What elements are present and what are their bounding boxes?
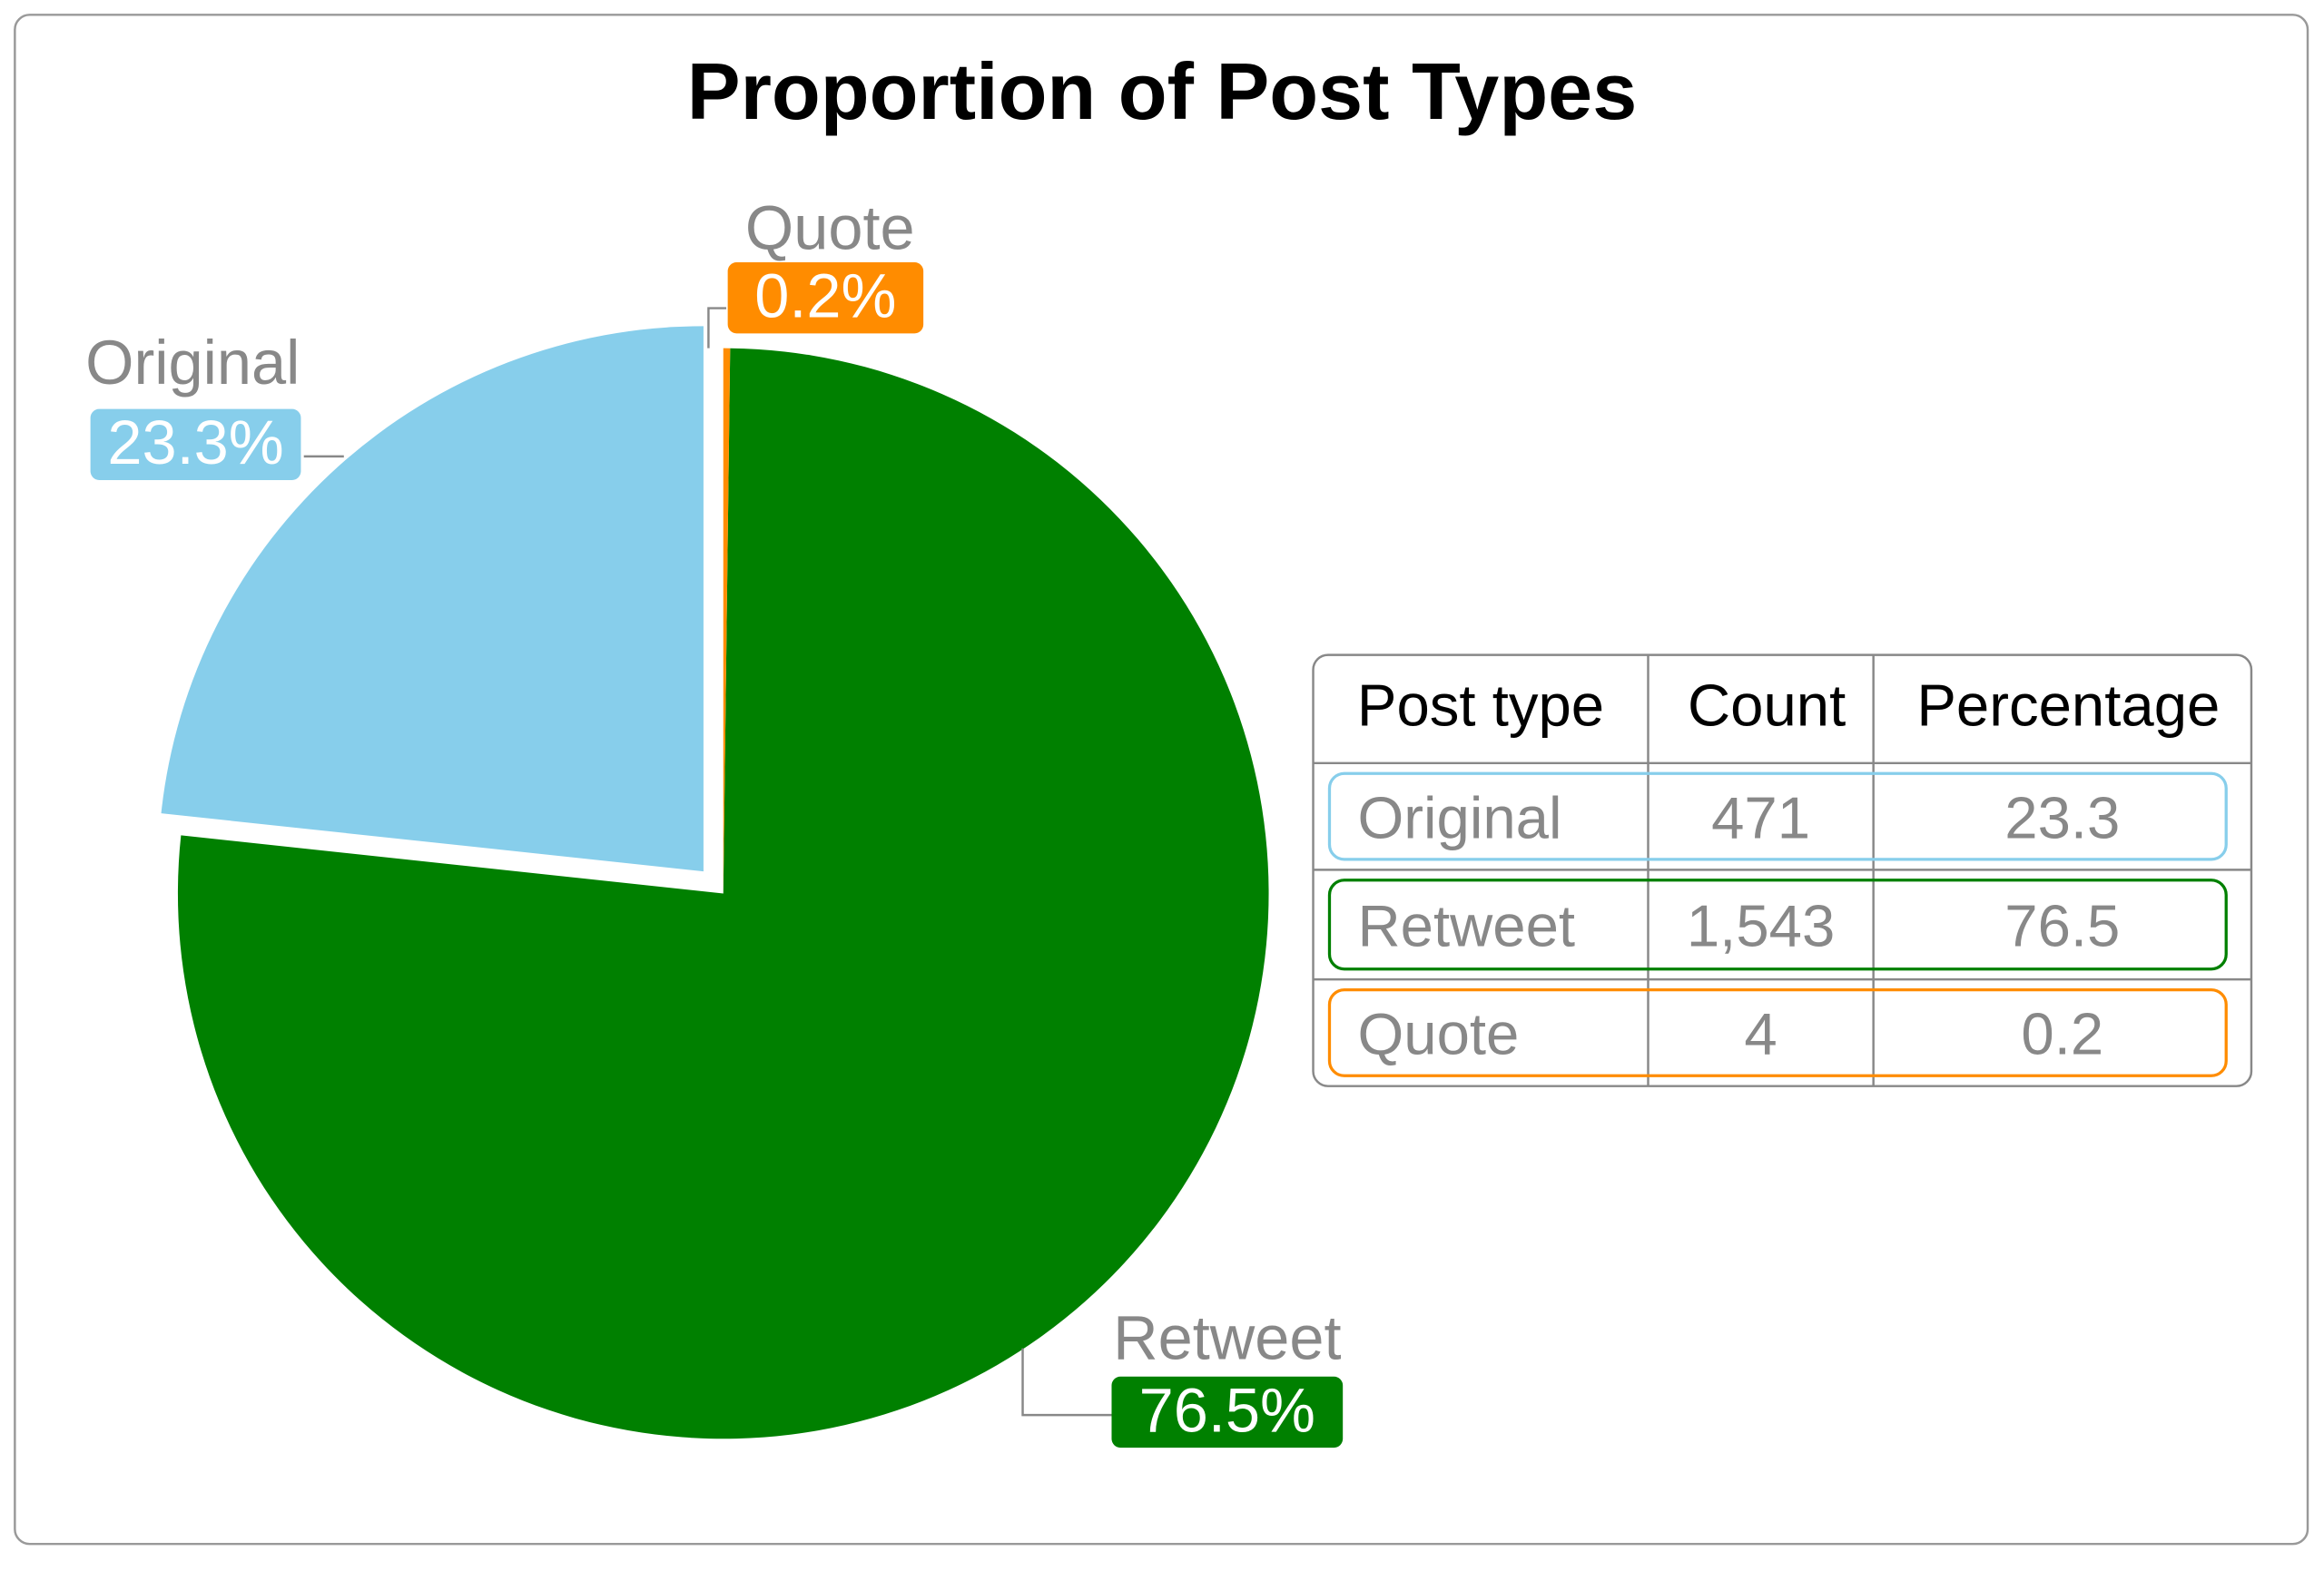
value-label: 23.3%	[107, 408, 283, 477]
value-label: 0.2%	[754, 261, 896, 331]
chart-title: Proportion of Post Types	[687, 46, 1637, 136]
table-header: Count	[1688, 672, 1846, 738]
slice-name: Retweet	[1113, 1302, 1341, 1372]
leader-line	[707, 307, 727, 349]
leader-line	[1021, 1348, 1112, 1417]
row-outline	[1327, 879, 2228, 971]
slice-name: Original	[85, 328, 300, 398]
label-box	[1111, 1376, 1344, 1448]
table-cell: 76.5	[2004, 893, 2120, 959]
pie-slice	[177, 348, 1269, 1439]
table-header: Post type	[1357, 672, 1604, 738]
table-cell: 471	[1711, 784, 1810, 850]
pie-slice	[161, 326, 704, 872]
table-cell: 23.3	[2004, 784, 2120, 850]
row-outline	[1327, 987, 2228, 1077]
table-header: Percentage	[1916, 672, 2220, 738]
table-cell: Quote	[1358, 1001, 1520, 1067]
row-outline	[1327, 771, 2228, 861]
label-box	[727, 261, 924, 334]
table-cell: 4	[1744, 1001, 1777, 1067]
pie-slice	[723, 348, 731, 894]
table-cell: Original	[1358, 784, 1562, 850]
table-cell: 1,543	[1687, 893, 1835, 959]
label-box	[90, 408, 301, 480]
slice-name: Quote	[745, 192, 915, 262]
table-cell: Retweet	[1358, 893, 1576, 959]
value-label: 76.5%	[1139, 1375, 1315, 1445]
table-cell: 0.2	[2021, 1001, 2103, 1067]
